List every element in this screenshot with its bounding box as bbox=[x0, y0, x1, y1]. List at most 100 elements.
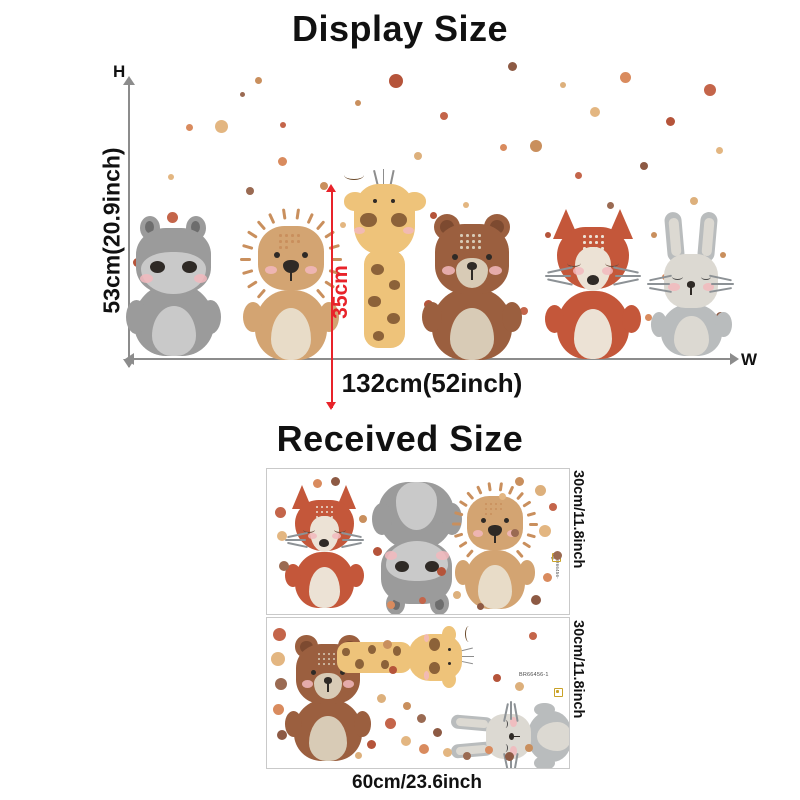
hippo-ear-inner-right bbox=[191, 221, 200, 233]
fox-eye-left-closed bbox=[303, 526, 315, 533]
lion-forehead-fleck bbox=[484, 508, 487, 511]
lion-forehead-fleck bbox=[285, 234, 288, 237]
decorative-dot bbox=[186, 124, 193, 131]
sheet-dot bbox=[377, 694, 386, 703]
rabbit-mouth-line bbox=[513, 735, 520, 738]
fox-forehead-fleck bbox=[321, 511, 324, 514]
lion-eye-left bbox=[274, 252, 280, 258]
giraffe-cheek-right bbox=[403, 227, 415, 235]
decorative-dot bbox=[240, 92, 245, 97]
bear-forehead-fleck bbox=[322, 662, 325, 666]
bear-forehead-fleck bbox=[472, 234, 475, 237]
lion-arm-left bbox=[243, 302, 263, 332]
fox-forehead-fleck bbox=[321, 516, 324, 519]
sheet-dot bbox=[539, 525, 551, 537]
hippo-eye-right bbox=[182, 261, 197, 273]
fox-belly bbox=[574, 309, 612, 359]
decorative-dot bbox=[575, 172, 582, 179]
lion-mane-ray bbox=[282, 208, 287, 221]
bear-eye-right bbox=[486, 254, 492, 260]
sheet-code-2: BR66456-1 bbox=[519, 672, 549, 678]
sheet-dot bbox=[417, 714, 426, 723]
lion-mane-ray bbox=[522, 500, 532, 508]
fox-forehead-fleck bbox=[589, 247, 592, 250]
sheet-dot bbox=[549, 503, 557, 511]
sheet-dot bbox=[383, 640, 392, 649]
fox-forehead-fleck bbox=[316, 511, 319, 514]
decorative-dot bbox=[389, 74, 403, 88]
animal-hippo bbox=[371, 482, 462, 614]
decorative-dot bbox=[704, 84, 716, 96]
lion-forehead-fleck bbox=[484, 503, 487, 506]
sheet-dot bbox=[525, 744, 533, 752]
bear-cheek-left bbox=[302, 680, 314, 688]
lion-mane-ray bbox=[316, 288, 326, 300]
rabbit-arm-right bbox=[715, 311, 732, 337]
sheet-dot bbox=[389, 666, 397, 674]
fox-whisker-right bbox=[342, 539, 364, 541]
bear-arm-left bbox=[422, 302, 442, 332]
fox-forehead-fleck bbox=[316, 516, 319, 519]
giraffe-horn-1 bbox=[460, 647, 473, 653]
fox-forehead-fleck bbox=[589, 235, 592, 238]
width-arrow-left-icon bbox=[125, 353, 134, 365]
lion-mane-ray bbox=[331, 258, 342, 261]
animal-height-label: 35cm bbox=[328, 265, 352, 319]
fox-forehead-fleck bbox=[583, 241, 586, 244]
bear-forehead-fleck bbox=[466, 246, 469, 249]
width-axis-line bbox=[132, 358, 732, 360]
sheet-dot bbox=[433, 728, 442, 737]
lion-forehead-fleck bbox=[279, 246, 282, 249]
decorative-dot bbox=[167, 212, 178, 223]
bear-forehead-fleck bbox=[472, 240, 475, 243]
lion-forehead-fleck bbox=[495, 503, 498, 506]
animal-hippo bbox=[126, 214, 221, 356]
sheet-1-height-label: 30cm/11.8inch bbox=[570, 470, 586, 569]
height-axis-line bbox=[128, 82, 130, 367]
decorative-dot bbox=[414, 152, 422, 160]
decorative-dot bbox=[720, 252, 726, 258]
hippo-cheek-left bbox=[140, 274, 153, 283]
rabbit-eye-left-closed bbox=[672, 273, 683, 281]
sheet-dot bbox=[485, 746, 493, 754]
animal-fox bbox=[545, 209, 641, 359]
hippo-arm-right bbox=[200, 300, 221, 334]
giraffe-cheek-left bbox=[354, 227, 366, 235]
sheet-dot bbox=[529, 632, 537, 640]
lion-eye-right bbox=[504, 518, 510, 524]
display-size-diagram: H W 53cm(20.9inch) 132cm(52inch) 35cm bbox=[0, 62, 800, 410]
fox-cheek-left bbox=[307, 532, 317, 540]
giraffe-neck-spot bbox=[372, 331, 384, 341]
sheet-dot bbox=[535, 485, 546, 496]
bear-forehead-fleck bbox=[460, 234, 463, 237]
lion-mane-ray bbox=[256, 288, 266, 300]
fox-forehead-fleck bbox=[583, 235, 586, 238]
fox-forehead-fleck bbox=[601, 247, 604, 250]
bear-forehead-fleck bbox=[333, 657, 336, 660]
fox-belly bbox=[308, 567, 340, 608]
fox-whisker-right bbox=[615, 275, 641, 277]
sheet-dot bbox=[419, 744, 429, 754]
animal-giraffe bbox=[344, 168, 426, 349]
decorative-dot bbox=[640, 162, 648, 170]
decorative-dot bbox=[463, 202, 469, 208]
display-size-title: Display Size bbox=[291, 8, 509, 49]
sheet-dot bbox=[273, 628, 286, 641]
lion-mane-ray bbox=[268, 212, 276, 224]
sheet-dot bbox=[277, 730, 287, 740]
lion-cheek-left bbox=[473, 530, 484, 537]
lion-mane-ray bbox=[295, 208, 300, 221]
lion-forehead-fleck bbox=[297, 240, 300, 243]
decorative-dot bbox=[545, 232, 551, 238]
sheet-dot bbox=[359, 515, 367, 523]
hippo-muzzle bbox=[141, 252, 206, 294]
hippo-cheek-left bbox=[436, 551, 449, 560]
lion-forehead-fleck bbox=[500, 503, 503, 506]
decorative-dot bbox=[560, 82, 566, 88]
fox-forehead-fleck bbox=[316, 506, 319, 509]
bear-mouth-line bbox=[471, 268, 473, 280]
lion-forehead-fleck bbox=[279, 240, 282, 243]
rabbit-arm-left bbox=[651, 311, 668, 337]
fox-whisker-left bbox=[285, 539, 307, 541]
